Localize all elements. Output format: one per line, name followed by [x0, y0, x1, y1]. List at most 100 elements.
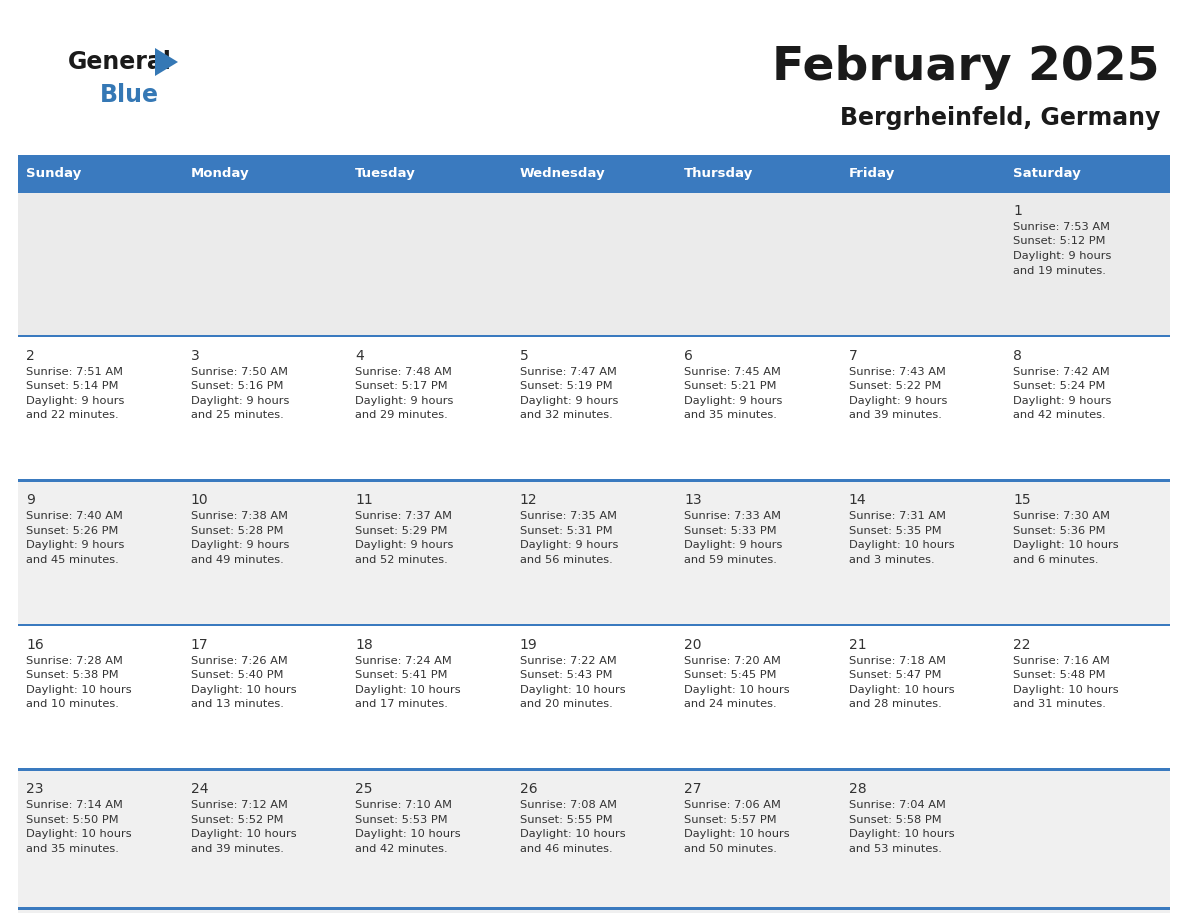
Bar	[512, 626, 676, 768]
Text: Daylight: 9 hours: Daylight: 9 hours	[355, 396, 454, 406]
Text: Sunset: 5:12 PM: Sunset: 5:12 PM	[1013, 237, 1106, 247]
Bar	[841, 626, 1005, 768]
Text: Sunset: 5:43 PM: Sunset: 5:43 PM	[519, 670, 612, 680]
Text: Sunset: 5:31 PM: Sunset: 5:31 PM	[519, 526, 612, 536]
Text: Daylight: 10 hours: Daylight: 10 hours	[355, 829, 461, 839]
Bar	[183, 193, 347, 334]
Text: Sunday: Sunday	[26, 167, 81, 181]
Text: Sunrise: 7:45 AM: Sunrise: 7:45 AM	[684, 366, 782, 376]
Text: Sunrise: 7:26 AM: Sunrise: 7:26 AM	[190, 655, 287, 666]
Text: Sunrise: 7:43 AM: Sunrise: 7:43 AM	[849, 366, 946, 376]
Bar	[18, 193, 183, 334]
Text: 22: 22	[1013, 638, 1031, 652]
Text: and 22 minutes.: and 22 minutes.	[26, 410, 119, 420]
Text: Daylight: 10 hours: Daylight: 10 hours	[849, 685, 954, 695]
Text: Sunset: 5:24 PM: Sunset: 5:24 PM	[1013, 381, 1106, 391]
Text: Sunrise: 7:33 AM: Sunrise: 7:33 AM	[684, 511, 782, 521]
Text: Sunset: 5:47 PM: Sunset: 5:47 PM	[849, 670, 941, 680]
Text: Sunrise: 7:28 AM: Sunrise: 7:28 AM	[26, 655, 122, 666]
Bar	[347, 482, 512, 624]
Text: Sunset: 5:36 PM: Sunset: 5:36 PM	[1013, 526, 1106, 536]
Text: Sunset: 5:50 PM: Sunset: 5:50 PM	[26, 815, 119, 825]
Text: 21: 21	[849, 638, 866, 652]
Text: Sunrise: 7:20 AM: Sunrise: 7:20 AM	[684, 655, 782, 666]
Bar	[18, 334, 1170, 337]
Text: Saturday: Saturday	[1013, 167, 1081, 181]
Text: Daylight: 9 hours: Daylight: 9 hours	[190, 540, 289, 550]
Text: Sunrise: 7:53 AM: Sunrise: 7:53 AM	[1013, 222, 1111, 232]
Text: and 31 minutes.: and 31 minutes.	[1013, 700, 1106, 710]
Text: Sunrise: 7:37 AM: Sunrise: 7:37 AM	[355, 511, 453, 521]
Text: 27: 27	[684, 782, 702, 797]
Bar	[512, 158, 676, 190]
Text: and 17 minutes.: and 17 minutes.	[355, 700, 448, 710]
Text: Sunrise: 7:24 AM: Sunrise: 7:24 AM	[355, 655, 451, 666]
Text: Daylight: 9 hours: Daylight: 9 hours	[849, 396, 947, 406]
Text: Sunrise: 7:51 AM: Sunrise: 7:51 AM	[26, 366, 124, 376]
Text: and 52 minutes.: and 52 minutes.	[355, 554, 448, 565]
Bar	[18, 626, 183, 768]
Bar	[841, 193, 1005, 334]
Bar	[183, 337, 347, 479]
Text: and 32 minutes.: and 32 minutes.	[519, 410, 613, 420]
Text: February 2025: February 2025	[772, 46, 1159, 91]
Text: 19: 19	[519, 638, 537, 652]
Text: and 6 minutes.: and 6 minutes.	[1013, 554, 1099, 565]
Text: Sunset: 5:29 PM: Sunset: 5:29 PM	[355, 526, 448, 536]
Text: Daylight: 9 hours: Daylight: 9 hours	[1013, 251, 1112, 261]
Bar	[18, 768, 1170, 771]
Text: Sunrise: 7:31 AM: Sunrise: 7:31 AM	[849, 511, 946, 521]
Text: Thursday: Thursday	[684, 167, 753, 181]
Text: 10: 10	[190, 493, 208, 508]
Bar	[676, 482, 841, 624]
Text: and 39 minutes.: and 39 minutes.	[849, 410, 942, 420]
Bar	[347, 626, 512, 768]
Bar	[841, 337, 1005, 479]
Text: 5: 5	[519, 349, 529, 363]
Bar	[18, 907, 1170, 910]
Text: Sunset: 5:28 PM: Sunset: 5:28 PM	[190, 526, 283, 536]
Bar	[676, 158, 841, 190]
Text: Sunset: 5:52 PM: Sunset: 5:52 PM	[190, 815, 283, 825]
Text: Sunrise: 7:30 AM: Sunrise: 7:30 AM	[1013, 511, 1111, 521]
Text: 11: 11	[355, 493, 373, 508]
Text: Sunrise: 7:48 AM: Sunrise: 7:48 AM	[355, 366, 451, 376]
Text: and 28 minutes.: and 28 minutes.	[849, 700, 942, 710]
Text: 7: 7	[849, 349, 858, 363]
Bar	[18, 624, 1170, 626]
Text: Sunset: 5:45 PM: Sunset: 5:45 PM	[684, 670, 777, 680]
Text: and 19 minutes.: and 19 minutes.	[1013, 265, 1106, 275]
Bar	[18, 337, 183, 479]
Bar	[676, 626, 841, 768]
Text: and 29 minutes.: and 29 minutes.	[355, 410, 448, 420]
Bar	[347, 337, 512, 479]
Text: 14: 14	[849, 493, 866, 508]
Text: and 46 minutes.: and 46 minutes.	[519, 844, 612, 854]
Text: 28: 28	[849, 782, 866, 797]
Text: Daylight: 9 hours: Daylight: 9 hours	[355, 540, 454, 550]
Text: Sunset: 5:48 PM: Sunset: 5:48 PM	[1013, 670, 1106, 680]
Bar	[347, 193, 512, 334]
Text: Daylight: 10 hours: Daylight: 10 hours	[190, 685, 296, 695]
Text: Sunrise: 7:47 AM: Sunrise: 7:47 AM	[519, 366, 617, 376]
Text: Sunrise: 7:06 AM: Sunrise: 7:06 AM	[684, 800, 782, 811]
Text: Daylight: 10 hours: Daylight: 10 hours	[849, 829, 954, 839]
Text: and 45 minutes.: and 45 minutes.	[26, 554, 119, 565]
Text: Daylight: 10 hours: Daylight: 10 hours	[1013, 540, 1119, 550]
Text: Sunrise: 7:35 AM: Sunrise: 7:35 AM	[519, 511, 617, 521]
Bar	[841, 482, 1005, 624]
Text: 3: 3	[190, 349, 200, 363]
Text: and 20 minutes.: and 20 minutes.	[519, 700, 613, 710]
Text: 4: 4	[355, 349, 364, 363]
Text: and 50 minutes.: and 50 minutes.	[684, 844, 777, 854]
Text: Daylight: 9 hours: Daylight: 9 hours	[26, 396, 125, 406]
Text: Daylight: 10 hours: Daylight: 10 hours	[519, 685, 625, 695]
Polygon shape	[154, 48, 178, 76]
Bar	[18, 479, 1170, 482]
Text: Friday: Friday	[849, 167, 895, 181]
Bar	[18, 190, 1170, 193]
Bar	[676, 193, 841, 334]
Text: 6: 6	[684, 349, 693, 363]
Text: Sunset: 5:53 PM: Sunset: 5:53 PM	[355, 815, 448, 825]
Text: and 25 minutes.: and 25 minutes.	[190, 410, 283, 420]
